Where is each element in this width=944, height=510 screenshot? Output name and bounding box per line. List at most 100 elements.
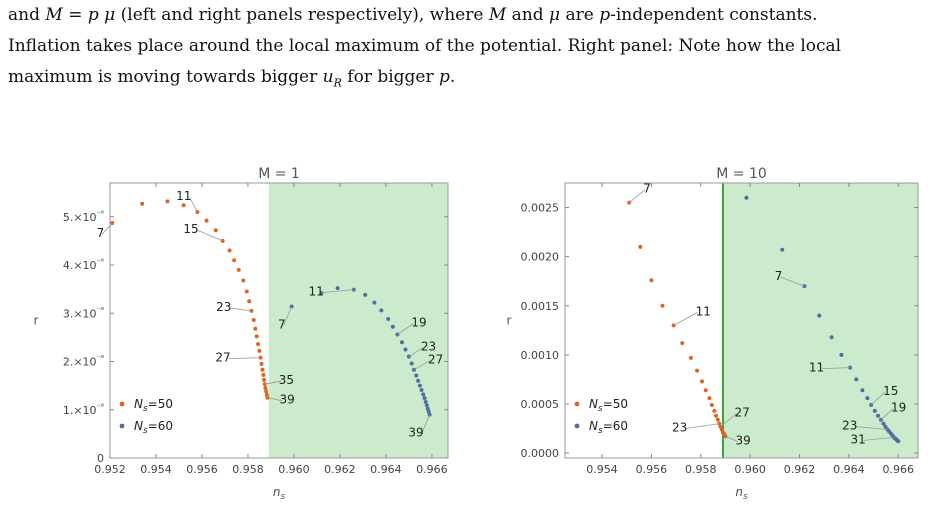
annotation-label: 11: [809, 361, 824, 375]
x-tick-label: 0.960: [278, 463, 310, 476]
data-point-ns50: [261, 373, 266, 378]
data-point-ns50: [262, 377, 267, 382]
y-tick-label: 3.×10⁻⁶: [63, 305, 104, 320]
annotation-label: 27: [215, 351, 230, 365]
annotation-leader: [673, 312, 698, 326]
caption-math: M: [488, 5, 507, 25]
x-tick-label: 0.956: [636, 463, 668, 476]
data-point-ns50: [251, 318, 256, 323]
data-point-ns50: [707, 396, 712, 401]
x-tick-label: 0.966: [416, 463, 448, 476]
annotation-leader: [870, 391, 886, 406]
y-tick-label: 0.0025: [521, 202, 560, 215]
chart-title: M = 10: [716, 166, 767, 182]
shaded-region: [268, 183, 448, 458]
data-point-ns60: [854, 377, 859, 382]
data-point-ns50: [257, 348, 262, 353]
chart-title: M = 1: [258, 166, 300, 182]
data-point-ns50: [204, 218, 209, 223]
data-point-ns50: [260, 367, 265, 372]
y-tick-label: 0.0005: [521, 398, 560, 411]
plot-frame: [564, 182, 919, 459]
data-point-ns50: [181, 203, 186, 208]
caption-math: R: [333, 76, 342, 90]
annotation-leader: [408, 347, 424, 358]
annotation-label: 11: [308, 285, 323, 299]
annotation-label: 11: [696, 304, 711, 318]
x-tick-label: 0.962: [784, 463, 816, 476]
annotation-label: 23: [216, 300, 231, 314]
data-point-ns50: [263, 386, 268, 391]
data-point-ns50: [253, 326, 258, 331]
data-point-ns60: [379, 308, 384, 313]
data-point-ns60: [881, 421, 886, 426]
caption-math: μ: [104, 5, 116, 25]
data-point-ns60: [363, 292, 368, 297]
data-point-ns50: [712, 408, 717, 413]
data-point-ns50: [264, 389, 269, 394]
annotation-label: 31: [851, 432, 866, 446]
data-point-ns50: [660, 303, 665, 308]
x-axis-label: ns: [735, 485, 748, 502]
caption-text: and: [8, 5, 46, 25]
data-point-ns50: [254, 334, 259, 339]
y-tick-label: 0.0020: [521, 251, 560, 264]
annotation-label: 11: [176, 189, 191, 203]
data-point-ns60: [386, 317, 391, 322]
annotation-leader: [189, 196, 198, 213]
data-point-ns50: [649, 278, 654, 283]
x-tick-label: 0.954: [586, 463, 618, 476]
caption-math: p: [439, 67, 450, 87]
annotation-label: 7: [775, 269, 783, 283]
data-point-ns60: [829, 335, 834, 340]
annotation-label: 19: [891, 401, 906, 415]
annotation-leader: [413, 360, 431, 371]
data-point-ns50: [213, 228, 218, 233]
data-point-ns60: [896, 439, 901, 444]
caption-text: are: [560, 5, 600, 25]
annotation-label: 7: [97, 226, 105, 240]
annotation-leader: [685, 423, 720, 430]
data-point-ns60: [839, 352, 844, 357]
data-point-ns60: [400, 340, 405, 345]
caption-text: -independent constants.: [610, 5, 818, 25]
annotation-leader: [264, 380, 281, 385]
annotation-leader: [720, 413, 737, 427]
caption-math: p: [599, 5, 611, 25]
data-point-ns50: [241, 278, 246, 283]
annotation-label: 15: [183, 222, 198, 236]
x-tick-label: 0.966: [883, 463, 915, 476]
legend-entry: Ns=60: [134, 419, 173, 436]
data-point-ns50: [165, 199, 170, 204]
data-point-ns50: [256, 342, 261, 347]
caption-math: p: [87, 5, 99, 25]
caption-line-2: Inflation takes place around the local m…: [8, 36, 842, 56]
data-point-ns60: [417, 383, 422, 388]
legend-marker: [119, 423, 125, 429]
data-point-ns60: [865, 396, 870, 401]
data-point-ns60: [421, 392, 426, 397]
data-point-ns50: [714, 413, 719, 418]
annotation-leader: [102, 222, 113, 235]
annotation-leader: [725, 436, 738, 442]
annotation-leader: [863, 436, 894, 441]
data-point-ns60: [422, 396, 427, 401]
x-tick-label: 0.958: [685, 463, 717, 476]
caption-line-1: and M = p μ (left and right panels respe…: [8, 0, 936, 31]
data-point-ns50: [247, 299, 252, 304]
x-tick-label: 0.952: [94, 463, 126, 476]
annotation-label: 7: [643, 182, 651, 196]
annotation-label: 39: [735, 433, 750, 447]
data-point-ns60: [860, 388, 865, 393]
annotation-label: 39: [280, 393, 295, 407]
data-point-ns50: [709, 402, 714, 407]
chart-panel-2: M = 10 0.954 0.956 0.958 0.960 0.962 0.964 0.96…: [507, 166, 919, 476]
data-point-ns60: [780, 247, 785, 252]
x-tick-label: 0.964: [370, 463, 402, 476]
legend-marker: [119, 401, 125, 407]
annotation-label: 35: [279, 373, 294, 387]
x-tick-label: 0.964: [833, 463, 865, 476]
annotation-label: 19: [411, 315, 426, 329]
annotation-leader: [822, 367, 851, 370]
